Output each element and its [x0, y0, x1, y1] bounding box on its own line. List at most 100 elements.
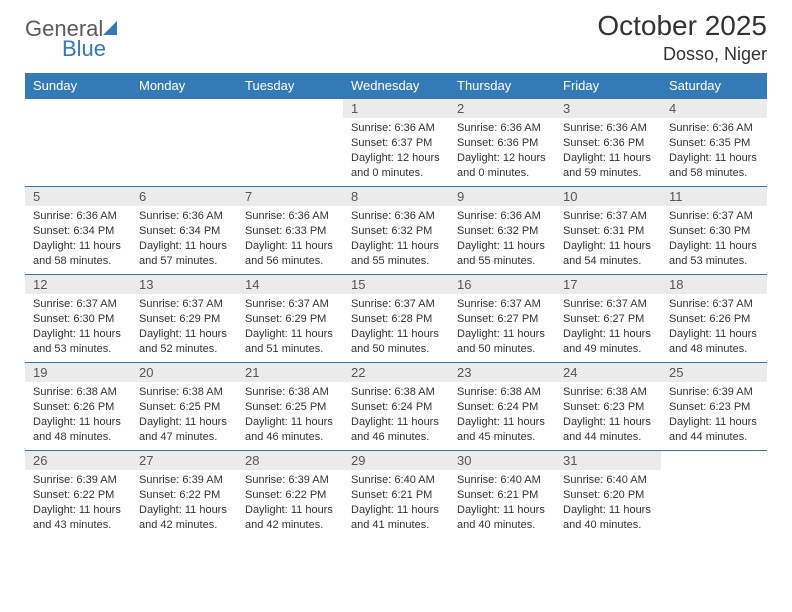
sunrise-text: Sunrise: 6:36 AM [563, 121, 653, 136]
day-number: 18 [661, 275, 767, 294]
sunset-text: Sunset: 6:29 PM [245, 312, 335, 327]
daylight-text: Daylight: 11 hours [351, 239, 441, 254]
day-details: Sunrise: 6:36 AMSunset: 6:32 PMDaylight:… [449, 206, 555, 271]
sunset-text: Sunset: 6:28 PM [351, 312, 441, 327]
sunrise-text: Sunrise: 6:39 AM [669, 385, 759, 400]
daylight-text: Daylight: 11 hours [457, 327, 547, 342]
daylight-text: Daylight: 11 hours [457, 239, 547, 254]
logo-row2: Blue [36, 36, 106, 62]
day-number: 24 [555, 363, 661, 382]
sunset-text: Sunset: 6:37 PM [351, 136, 441, 151]
day-number: 19 [25, 363, 131, 382]
calendar-day-cell: 28Sunrise: 6:39 AMSunset: 6:22 PMDayligh… [237, 451, 343, 539]
calendar-day-cell: 3Sunrise: 6:36 AMSunset: 6:36 PMDaylight… [555, 99, 661, 187]
day-details: Sunrise: 6:36 AMSunset: 6:34 PMDaylight:… [25, 206, 131, 271]
logo-triangle-icon [103, 21, 117, 35]
daylight-text: Daylight: 11 hours [139, 327, 229, 342]
daylight-text: Daylight: 11 hours [669, 151, 759, 166]
daylight-text: Daylight: 11 hours [245, 327, 335, 342]
day-number: 30 [449, 451, 555, 470]
day-number: 5 [25, 187, 131, 206]
sunset-text: Sunset: 6:30 PM [33, 312, 123, 327]
day-number: 29 [343, 451, 449, 470]
day-number: 13 [131, 275, 237, 294]
day-number: 8 [343, 187, 449, 206]
sunrise-text: Sunrise: 6:38 AM [245, 385, 335, 400]
sunset-text: Sunset: 6:26 PM [33, 400, 123, 415]
daylight-text: Daylight: 12 hours [351, 151, 441, 166]
sunrise-text: Sunrise: 6:36 AM [457, 121, 547, 136]
daylight-text: and 44 minutes. [669, 430, 759, 445]
sunset-text: Sunset: 6:22 PM [33, 488, 123, 503]
day-number: 4 [661, 99, 767, 118]
sunset-text: Sunset: 6:22 PM [245, 488, 335, 503]
sunrise-text: Sunrise: 6:40 AM [563, 473, 653, 488]
calendar-day-cell: 6Sunrise: 6:36 AMSunset: 6:34 PMDaylight… [131, 187, 237, 275]
day-details: Sunrise: 6:37 AMSunset: 6:31 PMDaylight:… [555, 206, 661, 271]
weekday-header: Thursday [449, 73, 555, 99]
day-details: Sunrise: 6:37 AMSunset: 6:26 PMDaylight:… [661, 294, 767, 359]
calendar-day-cell: 27Sunrise: 6:39 AMSunset: 6:22 PMDayligh… [131, 451, 237, 539]
daylight-text: Daylight: 12 hours [457, 151, 547, 166]
day-number: 23 [449, 363, 555, 382]
daylight-text: and 52 minutes. [139, 342, 229, 357]
day-number: 3 [555, 99, 661, 118]
calendar-day-cell: 15Sunrise: 6:37 AMSunset: 6:28 PMDayligh… [343, 275, 449, 363]
daylight-text: and 53 minutes. [669, 254, 759, 269]
sunset-text: Sunset: 6:36 PM [563, 136, 653, 151]
sunset-text: Sunset: 6:23 PM [563, 400, 653, 415]
sunset-text: Sunset: 6:23 PM [669, 400, 759, 415]
calendar-table: Sunday Monday Tuesday Wednesday Thursday… [25, 73, 767, 539]
day-number [237, 99, 343, 103]
daylight-text: and 55 minutes. [457, 254, 547, 269]
daylight-text: and 53 minutes. [33, 342, 123, 357]
sunset-text: Sunset: 6:34 PM [139, 224, 229, 239]
daylight-text: and 46 minutes. [245, 430, 335, 445]
day-number: 17 [555, 275, 661, 294]
calendar-day-cell: 1 Sunrise: 6:36 AMSunset: 6:37 PMDaylight… [343, 99, 449, 187]
day-details: Sunrise: 6:37 AMSunset: 6:29 PMDaylight:… [237, 294, 343, 359]
daylight-text: Daylight: 11 hours [139, 415, 229, 430]
day-details: Sunrise: 6:36 AMSunset: 6:34 PMDaylight:… [131, 206, 237, 271]
daylight-text: and 0 minutes. [457, 166, 547, 181]
daylight-text: Daylight: 11 hours [139, 503, 229, 518]
day-details: Sunrise: 6:40 AMSunset: 6:20 PMDaylight:… [555, 470, 661, 535]
weekday-header: Friday [555, 73, 661, 99]
calendar-day-cell: 18Sunrise: 6:37 AMSunset: 6:26 PMDayligh… [661, 275, 767, 363]
day-number: 16 [449, 275, 555, 294]
sunset-text: Sunset: 6:30 PM [669, 224, 759, 239]
day-number: 15 [343, 275, 449, 294]
calendar-day-cell: 31Sunrise: 6:40 AMSunset: 6:20 PMDayligh… [555, 451, 661, 539]
daylight-text: Daylight: 11 hours [245, 415, 335, 430]
calendar-day-cell [25, 99, 131, 187]
sunrise-text: Sunrise: 6:37 AM [563, 209, 653, 224]
daylight-text: Daylight: 11 hours [33, 239, 123, 254]
daylight-text: and 48 minutes. [33, 430, 123, 445]
day-details: Sunrise: 6:36 AMSunset: 6:36 PMDaylight:… [555, 118, 661, 183]
daylight-text: Daylight: 11 hours [351, 327, 441, 342]
calendar-day-cell: 8Sunrise: 6:36 AMSunset: 6:32 PMDaylight… [343, 187, 449, 275]
calendar-day-cell: 14Sunrise: 6:37 AMSunset: 6:29 PMDayligh… [237, 275, 343, 363]
sunrise-text: Sunrise: 6:37 AM [669, 297, 759, 312]
sunset-text: Sunset: 6:27 PM [457, 312, 547, 327]
calendar-day-cell: 19Sunrise: 6:38 AMSunset: 6:26 PMDayligh… [25, 363, 131, 451]
day-details: Sunrise: 6:39 AMSunset: 6:22 PMDaylight:… [237, 470, 343, 535]
day-details: Sunrise: 6:38 AMSunset: 6:24 PMDaylight:… [343, 382, 449, 447]
daylight-text: Daylight: 11 hours [33, 503, 123, 518]
sunrise-text: Sunrise: 6:37 AM [457, 297, 547, 312]
sunset-text: Sunset: 6:31 PM [563, 224, 653, 239]
sunset-text: Sunset: 6:36 PM [457, 136, 547, 151]
sunset-text: Sunset: 6:21 PM [351, 488, 441, 503]
daylight-text: and 57 minutes. [139, 254, 229, 269]
calendar-day-cell: 16Sunrise: 6:37 AMSunset: 6:27 PMDayligh… [449, 275, 555, 363]
day-number: 27 [131, 451, 237, 470]
day-number: 1 [343, 99, 449, 118]
daylight-text: Daylight: 11 hours [563, 239, 653, 254]
day-details: Sunrise: 6:40 AMSunset: 6:21 PMDaylight:… [343, 470, 449, 535]
calendar-day-cell: 17Sunrise: 6:37 AMSunset: 6:27 PMDayligh… [555, 275, 661, 363]
sunrise-text: Sunrise: 6:36 AM [351, 121, 441, 136]
day-details: Sunrise: 6:38 AMSunset: 6:25 PMDaylight:… [237, 382, 343, 447]
day-details: Sunrise: 6:37 AMSunset: 6:27 PMDaylight:… [449, 294, 555, 359]
day-details: Sunrise: 6:37 AMSunset: 6:29 PMDaylight:… [131, 294, 237, 359]
day-number [131, 99, 237, 103]
